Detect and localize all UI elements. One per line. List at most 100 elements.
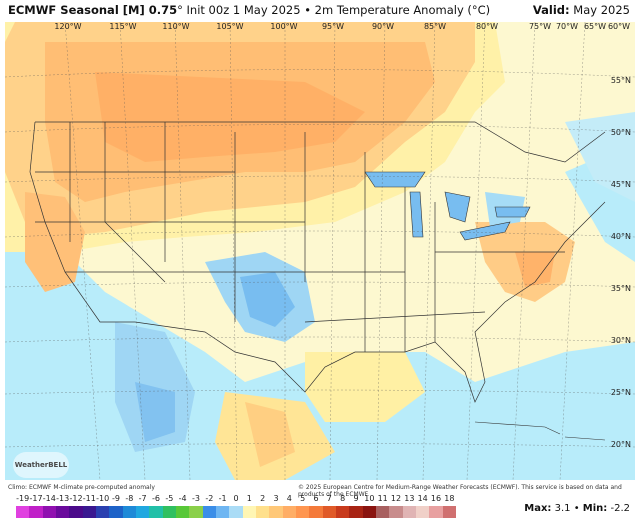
- lon-label: 70°W: [555, 22, 579, 31]
- lat-label: 40°N: [610, 232, 631, 241]
- lat-label: 55°N: [610, 76, 631, 85]
- colorbar-swatch: [295, 506, 310, 518]
- state-borders: [29, 121, 606, 403]
- colorbar-swatch: [322, 506, 336, 518]
- colorbar-swatch: [335, 506, 350, 518]
- caribbean-islands: [474, 421, 606, 441]
- colorbar-tick-label: 8: [340, 494, 346, 503]
- colorbar-labels: -19 -17 -14 -13 -12 -11 -10 -9 -8 -7 -6 -5 -4 -3 -2 -1 0…: [16, 494, 466, 506]
- lon-label: 115°W: [109, 22, 137, 31]
- colorbar-swatch: [242, 506, 256, 518]
- lon-label: 65°W: [583, 22, 607, 31]
- lat-label: 50°N: [610, 128, 631, 137]
- colorbar-swatch: [202, 506, 216, 518]
- climo-note: Climo: ECMWF M-climate pre-computed anom…: [8, 484, 155, 491]
- colorbar-swatch: [69, 506, 83, 518]
- lon-label: 75°W: [528, 22, 552, 31]
- colorbar-swatch: [229, 506, 243, 518]
- colorbar-tick-label: 6: [313, 494, 319, 503]
- colorbar-swatch: [442, 506, 456, 518]
- colorbar-tick-label: 7: [326, 494, 332, 503]
- colorbar-tick-label: -3: [192, 494, 200, 503]
- copyright-note: © 2025 European Centre for Medium-Range …: [298, 484, 622, 498]
- stats-separator: •: [573, 503, 580, 514]
- anomaly-field: [5, 22, 635, 480]
- footer-credits: Climo: ECMWF M-climate pre-computed anom…: [0, 483, 640, 498]
- colorbar-swatch: [215, 506, 230, 518]
- lat-label: 20°N: [610, 440, 631, 449]
- colorbar-tick-label: 4: [286, 494, 292, 503]
- mexico-warm-core: [245, 402, 295, 467]
- colorbar-swatch: [255, 506, 270, 518]
- colorbar-tick-label: -5: [165, 494, 174, 503]
- lon-label: 105°W: [216, 22, 244, 31]
- colorbar-swatch: [16, 506, 30, 518]
- max-label: Max:: [524, 503, 552, 514]
- colorbar-tick-label: 11: [377, 494, 388, 503]
- colorbar-swatch: [189, 506, 203, 518]
- colorbar-swatch: [135, 506, 150, 518]
- lat-label: 30°N: [610, 336, 631, 345]
- lat-label: 35°N: [610, 284, 631, 293]
- colorbar-tick-label: 12: [390, 494, 402, 503]
- colorbar-swatch: [109, 506, 123, 518]
- colorbar-swatch: [415, 506, 430, 518]
- colorbar-swatch: [269, 506, 283, 518]
- colorbar-tick-label: -12: [69, 494, 83, 503]
- colorbar-tick-label: -2: [205, 494, 214, 503]
- great-lakes: [364, 171, 531, 241]
- colorbar-tick-label: -4: [178, 494, 187, 503]
- colorbar-tick-label: 9: [353, 494, 359, 503]
- cool-anomaly-baja-core: [135, 382, 175, 442]
- colorbar-tick-label: 10: [364, 494, 375, 503]
- weatherbell-logo: WeatherBELL: [13, 452, 69, 478]
- lon-label: 110°W: [162, 22, 190, 31]
- lat-label: 25°N: [610, 388, 631, 397]
- colorbar-swatch: [95, 506, 110, 518]
- cool-anomaly-core: [240, 272, 295, 327]
- maritimes-cool: [565, 112, 635, 202]
- colorbar-tick-label: 18: [444, 494, 455, 503]
- colorbar-swatch: [149, 506, 163, 518]
- colorbar-swatch: [162, 506, 176, 518]
- lat-label: 45°N: [610, 180, 631, 189]
- colorbar-swatch: [309, 506, 323, 518]
- colorbar-tick-label: 16: [430, 494, 442, 503]
- min-label: Min:: [582, 503, 608, 514]
- max-value: 3.1: [554, 503, 571, 514]
- gulf-warm: [305, 352, 425, 422]
- colorbar-swatch: [55, 506, 70, 518]
- colorbar-tick-label: -13: [56, 494, 70, 503]
- colorbar-swatch: [402, 506, 416, 518]
- warm-anomaly-core: [95, 72, 365, 162]
- colorbar-tick-label: -9: [112, 494, 120, 503]
- lon-label: 120°W: [54, 22, 82, 31]
- colorbar-tick-label: 5: [300, 494, 306, 503]
- colorbar-swatch: [29, 506, 43, 518]
- colorbar-tick-label: 2: [260, 494, 266, 503]
- valid-date: Valid: May 2025: [533, 3, 630, 17]
- lon-label: 100°W: [270, 22, 298, 31]
- max-min-stats: Max: 3.1 • Min: -2.2: [524, 503, 630, 514]
- graticule: [5, 22, 635, 480]
- colorbar-tick-label: -14: [42, 494, 56, 503]
- colorbar-swatch: [362, 506, 376, 518]
- colorbar: [16, 506, 456, 518]
- colorbar-swatch: [375, 506, 390, 518]
- mid-atlantic-warm-core: [515, 252, 555, 287]
- min-value: -2.2: [610, 503, 630, 514]
- colorbar-tick-label: -8: [125, 494, 134, 503]
- valid-value: May 2025: [573, 3, 630, 17]
- colorbar-swatch: [429, 506, 443, 518]
- lon-label: 95°W: [321, 22, 345, 31]
- colorbar-tick-label: -6: [152, 494, 160, 503]
- map-title: ECMWF Seasonal [M] 0.75: [8, 3, 178, 17]
- colorbar-tick-label: 3: [273, 494, 279, 503]
- temperature-anomaly-map: 120°W 115°W 110°W 105°W 100°W 95°W 90°W …: [5, 22, 635, 480]
- colorbar-tick-label: -10: [96, 494, 110, 503]
- colorbar-tick-label: -11: [82, 494, 96, 503]
- colorbar-swatch: [389, 506, 403, 518]
- lon-label: 85°W: [423, 22, 447, 31]
- map-subtitle: ° Init 00z 1 May 2025 • 2m Temperature A…: [177, 3, 491, 17]
- colorbar-tick-label: -7: [138, 494, 147, 503]
